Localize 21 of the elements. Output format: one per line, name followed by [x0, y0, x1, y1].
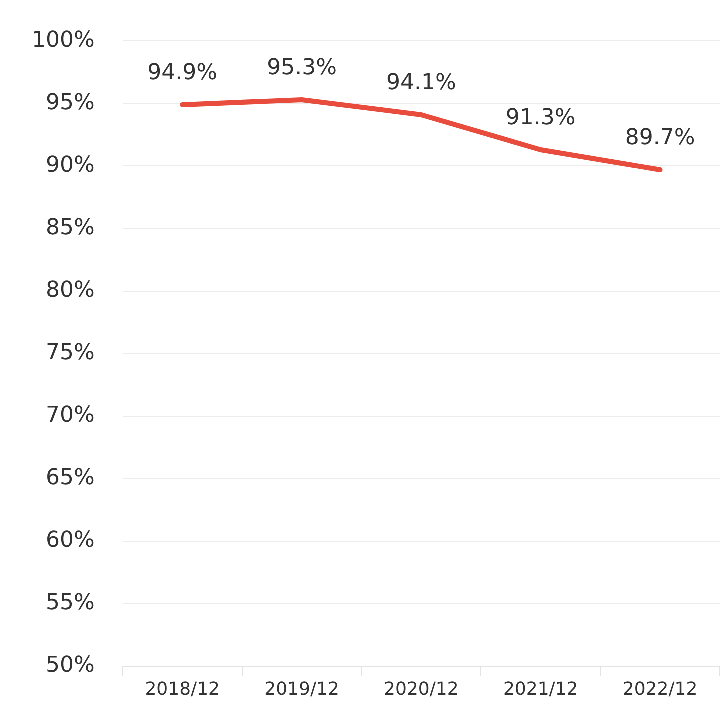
y-tick-label: 60%: [46, 528, 95, 554]
y-tick-label: 75%: [46, 340, 95, 366]
y-tick-label: 90%: [46, 152, 95, 178]
data-label: 94.1%: [386, 70, 456, 96]
y-tick-label: 65%: [46, 466, 95, 491]
y-tick-label: 55%: [46, 590, 95, 616]
data-label: 91.3%: [506, 106, 576, 131]
y-tick-label: 50%: [46, 653, 95, 678]
data-label: 89.7%: [625, 126, 696, 151]
y-tick-label: 80%: [46, 278, 95, 303]
data-label: 94.9%: [148, 60, 218, 86]
x-tick-label: 2022/12: [622, 678, 698, 700]
y-tick-label: 100%: [32, 28, 95, 53]
x-tick-label: 2020/12: [384, 678, 459, 700]
y-tick-label: 85%: [46, 215, 95, 240]
y-tick-label: 70%: [46, 403, 95, 428]
x-tick-label: 2021/12: [503, 678, 578, 700]
x-tick-label: 2018/12: [145, 678, 220, 700]
data-label: 95.3%: [267, 56, 337, 81]
x-tick-label: 2019/12: [264, 678, 340, 700]
y-tick-label: 95%: [46, 90, 95, 116]
